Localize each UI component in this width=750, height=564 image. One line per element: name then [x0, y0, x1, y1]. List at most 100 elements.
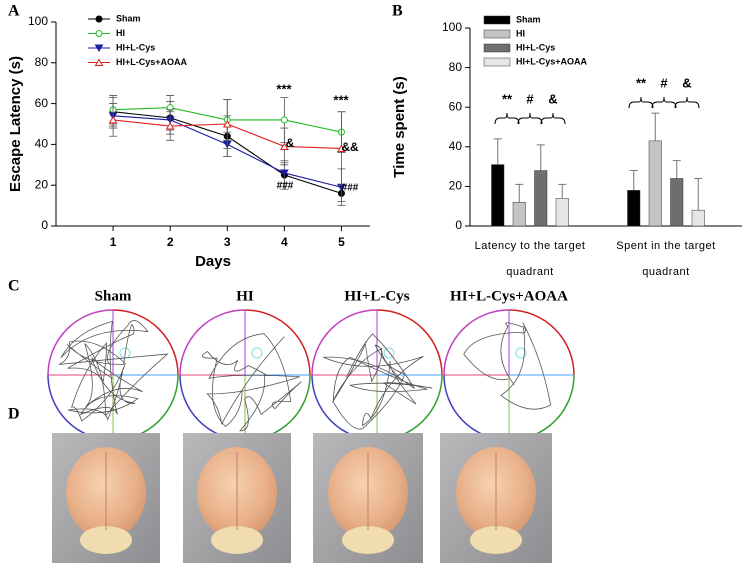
maze-rim [244, 374, 311, 441]
y-tick-label: 40 [449, 139, 463, 153]
legend-swatch [483, 29, 511, 39]
maze-rim [311, 374, 378, 441]
bar [512, 201, 526, 227]
maze-rim [112, 309, 179, 376]
legend-label: Sham [516, 14, 541, 24]
x-tick-label: 3 [224, 235, 231, 249]
y-tick-label: 100 [442, 20, 462, 34]
y-tick-label: 20 [449, 179, 463, 193]
maze-title: HI [236, 288, 254, 304]
error-bar [536, 144, 545, 171]
maze-rim [244, 309, 311, 376]
legend-marker [95, 30, 103, 37]
legend-label: HI+L-Cys+AOAA [516, 56, 588, 66]
legend-swatch [483, 15, 511, 25]
significance: & [548, 91, 557, 106]
x-tick-label: Spent in the target quadrant [616, 240, 716, 278]
x-tick-label: 5 [338, 235, 345, 249]
maze-rim [112, 374, 179, 441]
swim-path [201, 333, 302, 432]
bar [691, 209, 705, 227]
maze-rim [311, 309, 378, 376]
brain-stem [342, 526, 394, 554]
point [337, 144, 346, 152]
y-tick-label: 0 [455, 218, 462, 232]
legend-marker [94, 44, 104, 52]
x-tick-label: Latency to the target quadrant [474, 240, 586, 278]
y-tick-label: 60 [35, 96, 49, 110]
legend-label: HI+L-Cys [116, 42, 155, 52]
panel-label: B [392, 3, 403, 20]
point [165, 122, 175, 130]
legend-label: HI+L-Cys+AOAA [116, 57, 188, 67]
maze-rim [443, 309, 510, 376]
x-axis-title: Days [195, 253, 231, 270]
y-axis-title: Time spent (s) [391, 76, 408, 177]
y-tick-label: 0 [41, 218, 48, 232]
brace [494, 112, 520, 125]
legend-label: HI [516, 28, 525, 38]
bar [627, 190, 641, 227]
significance: ### [277, 181, 294, 192]
legend-label: Sham [116, 13, 141, 23]
significance: & [286, 136, 295, 150]
error-bar [694, 177, 703, 211]
panel-label: D [8, 406, 20, 423]
significance: # [660, 75, 668, 90]
y-tick-label: 80 [449, 60, 463, 74]
swim-path [58, 320, 169, 422]
error-bar [515, 183, 524, 203]
point [222, 120, 232, 128]
y-axis-title: Escape Latency (s) [7, 56, 24, 192]
y-tick-label: 80 [35, 55, 49, 69]
y-tick-label: 100 [28, 14, 48, 28]
bar [648, 140, 662, 227]
maze-title: HI+L-Cys [344, 288, 409, 304]
significance: *** [276, 81, 292, 96]
swim-path [463, 322, 552, 410]
error-bar [493, 138, 502, 165]
error-bar [629, 170, 638, 191]
brain-stem [211, 526, 263, 554]
platform [251, 347, 263, 359]
point [279, 142, 289, 150]
maze-rim [443, 374, 510, 441]
y-tick-label: 20 [35, 177, 49, 191]
legend-label: HI+L-Cys [516, 42, 555, 52]
legend-marker [94, 58, 104, 66]
brace [651, 96, 677, 109]
brace [540, 112, 566, 125]
maze-rim [179, 309, 246, 376]
significance: ### [342, 183, 359, 194]
bar [534, 170, 548, 227]
panel-label: C [8, 278, 20, 295]
panel-label: A [8, 3, 20, 20]
point [108, 115, 118, 124]
point [279, 169, 289, 177]
maze-title: HI+L-Cys+AOAA [450, 288, 568, 304]
maze-rim [508, 309, 575, 376]
significance: ** [502, 91, 513, 106]
legend-marker [95, 15, 103, 23]
swim-path [323, 333, 433, 430]
brace [517, 112, 543, 125]
brain-stem [470, 526, 522, 554]
bar [555, 198, 569, 227]
y-tick-label: 40 [35, 137, 49, 151]
bar [670, 178, 684, 227]
brace [674, 96, 700, 109]
x-tick-label: 4 [281, 235, 288, 249]
legend-swatch [483, 57, 511, 67]
maze-rim [508, 374, 575, 441]
significance: & [682, 75, 691, 90]
point [280, 116, 288, 124]
platform [383, 347, 395, 359]
x-tick-label: 1 [110, 235, 117, 249]
brain-stem [80, 526, 132, 554]
y-tick-label: 60 [449, 99, 463, 113]
maze-rim [376, 309, 443, 376]
x-tick-label: 2 [167, 235, 174, 249]
brace [628, 96, 654, 109]
